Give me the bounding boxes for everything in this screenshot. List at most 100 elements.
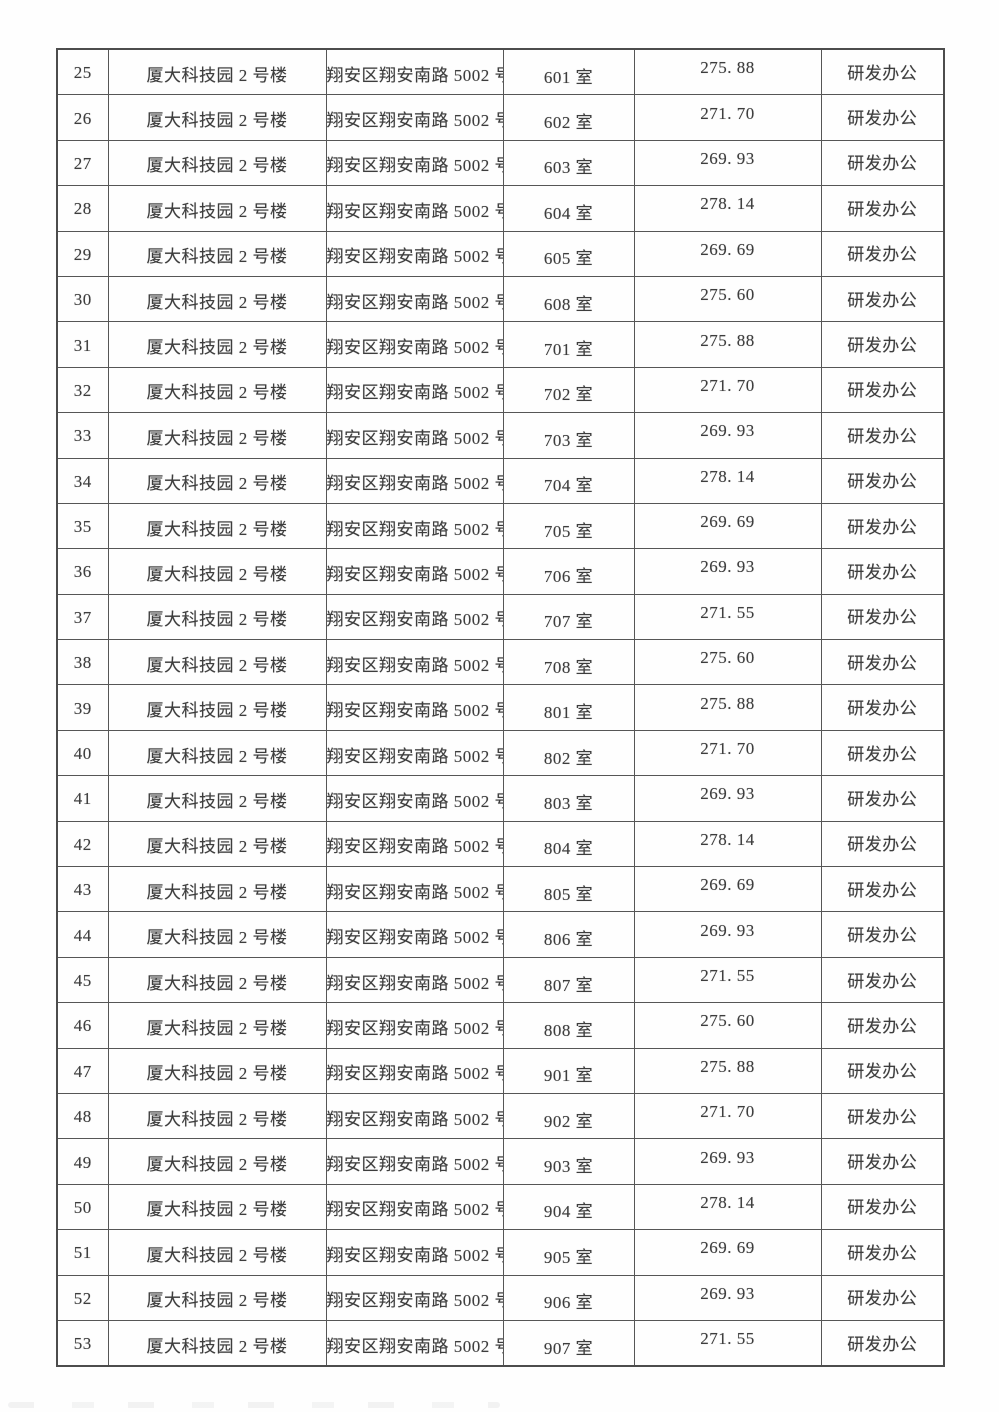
table-row: 44 厦大科技园 2 号楼 翔安区翔安南路 5002 号 806 室 269. 93 研发… [56, 911, 945, 958]
usage-type: 研发办公 [820, 1229, 945, 1276]
room-number: 807 室 [502, 956, 635, 1004]
area-value: 271. 70 [633, 729, 822, 777]
building-name: 厦大科技园 2 号楼 [107, 1047, 327, 1094]
table-row: 41 厦大科技园 2 号楼 翔安区翔安南路 5002 号 803 室 269. 93 研发… [56, 775, 945, 822]
room-number: 704 室 [502, 457, 635, 504]
table-row: 46 厦大科技园 2 号楼 翔安区翔安南路 5002 号 808 室 275. 60 研发… [56, 1002, 945, 1049]
room-number: 605 室 [502, 230, 635, 277]
row-number: 50 [56, 1183, 109, 1231]
address: 翔安区翔安南路 5002 号 [325, 275, 504, 323]
table-row: 28 厦大科技园 2 号楼 翔安区翔安南路 5002 号 604 室 278. 14 研发… [56, 185, 945, 232]
address: 翔安区翔安南路 5002 号 [325, 548, 504, 595]
row-number: 28 [56, 185, 109, 232]
area-value: 269. 69 [633, 502, 822, 550]
row-number: 40 [56, 729, 109, 777]
row-number: 47 [56, 1047, 109, 1094]
table-row: 53 厦大科技园 2 号楼 翔安区翔安南路 5002 号 907 室 271. 55 研发… [56, 1319, 945, 1367]
room-number: 604 室 [502, 185, 635, 232]
address: 翔安区翔安南路 5002 号 [325, 593, 504, 641]
usage-type: 研发办公 [820, 185, 945, 232]
room-number: 806 室 [502, 911, 635, 958]
table-row: 26 厦大科技园 2 号楼 翔安区翔安南路 5002 号 602 室 271. 70 研发… [56, 94, 945, 141]
room-number: 705 室 [502, 502, 635, 550]
table-row: 32 厦大科技园 2 号楼 翔安区翔安南路 5002 号 702 室 271. 70 研发… [56, 366, 945, 414]
row-number: 35 [56, 502, 109, 550]
address: 翔安区翔安南路 5002 号 [325, 1092, 504, 1140]
building-name: 厦大科技园 2 号楼 [107, 729, 327, 777]
building-name: 厦大科技园 2 号楼 [107, 1183, 327, 1231]
usage-type: 研发办公 [820, 684, 945, 731]
room-number: 803 室 [502, 775, 635, 822]
room-number: 907 室 [502, 1319, 635, 1367]
building-name: 厦大科技园 2 号楼 [107, 1319, 327, 1367]
address: 翔安区翔安南路 5002 号 [325, 412, 504, 459]
address: 翔安区翔安南路 5002 号 [325, 502, 504, 550]
building-name: 厦大科技园 2 号楼 [107, 230, 327, 277]
room-number: 703 室 [502, 412, 635, 459]
room-number: 902 室 [502, 1092, 635, 1140]
usage-type: 研发办公 [820, 866, 945, 913]
area-value: 275. 60 [633, 1002, 822, 1049]
row-number: 31 [56, 321, 109, 368]
area-value: 271. 70 [633, 94, 822, 141]
row-number: 51 [56, 1229, 109, 1276]
room-number: 802 室 [502, 729, 635, 777]
address: 翔安区翔安南路 5002 号 [325, 1319, 504, 1367]
usage-type: 研发办公 [820, 593, 945, 641]
building-name: 厦大科技园 2 号楼 [107, 1002, 327, 1049]
area-value: 275. 88 [633, 48, 822, 96]
usage-type: 研发办公 [820, 1138, 945, 1185]
property-table: 25 厦大科技园 2 号楼 翔安区翔安南路 5002 号 601 室 275. 88 研发… [56, 48, 945, 1368]
address: 翔安区翔安南路 5002 号 [325, 48, 504, 96]
area-value: 278. 14 [633, 820, 822, 868]
area-value: 269. 93 [633, 775, 822, 822]
row-number: 52 [56, 1274, 109, 1321]
building-name: 厦大科技园 2 号楼 [107, 1092, 327, 1140]
building-name: 厦大科技园 2 号楼 [107, 502, 327, 550]
row-number: 30 [56, 275, 109, 323]
address: 翔安区翔安南路 5002 号 [325, 820, 504, 868]
building-name: 厦大科技园 2 号楼 [107, 275, 327, 323]
area-value: 271. 55 [633, 1319, 822, 1367]
row-number: 39 [56, 684, 109, 731]
row-number: 37 [56, 593, 109, 641]
building-name: 厦大科技园 2 号楼 [107, 548, 327, 595]
address: 翔安区翔安南路 5002 号 [325, 1138, 504, 1185]
address: 翔安区翔安南路 5002 号 [325, 1002, 504, 1049]
room-number: 706 室 [502, 548, 635, 595]
room-number: 904 室 [502, 1183, 635, 1231]
area-value: 278. 14 [633, 457, 822, 504]
building-name: 厦大科技园 2 号楼 [107, 866, 327, 913]
area-value: 271. 55 [633, 956, 822, 1004]
building-name: 厦大科技园 2 号楼 [107, 457, 327, 504]
area-value: 271. 70 [633, 366, 822, 414]
table-row: 33 厦大科技园 2 号楼 翔安区翔安南路 5002 号 703 室 269. 93 研发… [56, 412, 945, 459]
table-row: 35 厦大科技园 2 号楼 翔安区翔安南路 5002 号 705 室 269. 69 研发… [56, 502, 945, 550]
usage-type: 研发办公 [820, 729, 945, 777]
table-row: 50 厦大科技园 2 号楼 翔安区翔安南路 5002 号 904 室 278. 14 研发… [56, 1183, 945, 1231]
row-number: 43 [56, 866, 109, 913]
row-number: 34 [56, 457, 109, 504]
usage-type: 研发办公 [820, 412, 945, 459]
address: 翔安区翔安南路 5002 号 [325, 639, 504, 686]
address: 翔安区翔安南路 5002 号 [325, 321, 504, 368]
row-number: 41 [56, 775, 109, 822]
room-number: 901 室 [502, 1047, 635, 1094]
row-number: 27 [56, 139, 109, 187]
table-row: 36 厦大科技园 2 号楼 翔安区翔安南路 5002 号 706 室 269. 93 研发… [56, 548, 945, 595]
row-number: 26 [56, 94, 109, 141]
building-name: 厦大科技园 2 号楼 [107, 366, 327, 414]
row-number: 48 [56, 1092, 109, 1140]
row-number: 25 [56, 48, 109, 96]
usage-type: 研发办公 [820, 1002, 945, 1049]
address: 翔安区翔安南路 5002 号 [325, 866, 504, 913]
building-name: 厦大科技园 2 号楼 [107, 1229, 327, 1276]
area-value: 271. 55 [633, 593, 822, 641]
row-number: 33 [56, 412, 109, 459]
usage-type: 研发办公 [820, 139, 945, 187]
usage-type: 研发办公 [820, 956, 945, 1004]
address: 翔安区翔安南路 5002 号 [325, 1047, 504, 1094]
address: 翔安区翔安南路 5002 号 [325, 457, 504, 504]
room-number: 905 室 [502, 1229, 635, 1276]
address: 翔安区翔安南路 5002 号 [325, 230, 504, 277]
